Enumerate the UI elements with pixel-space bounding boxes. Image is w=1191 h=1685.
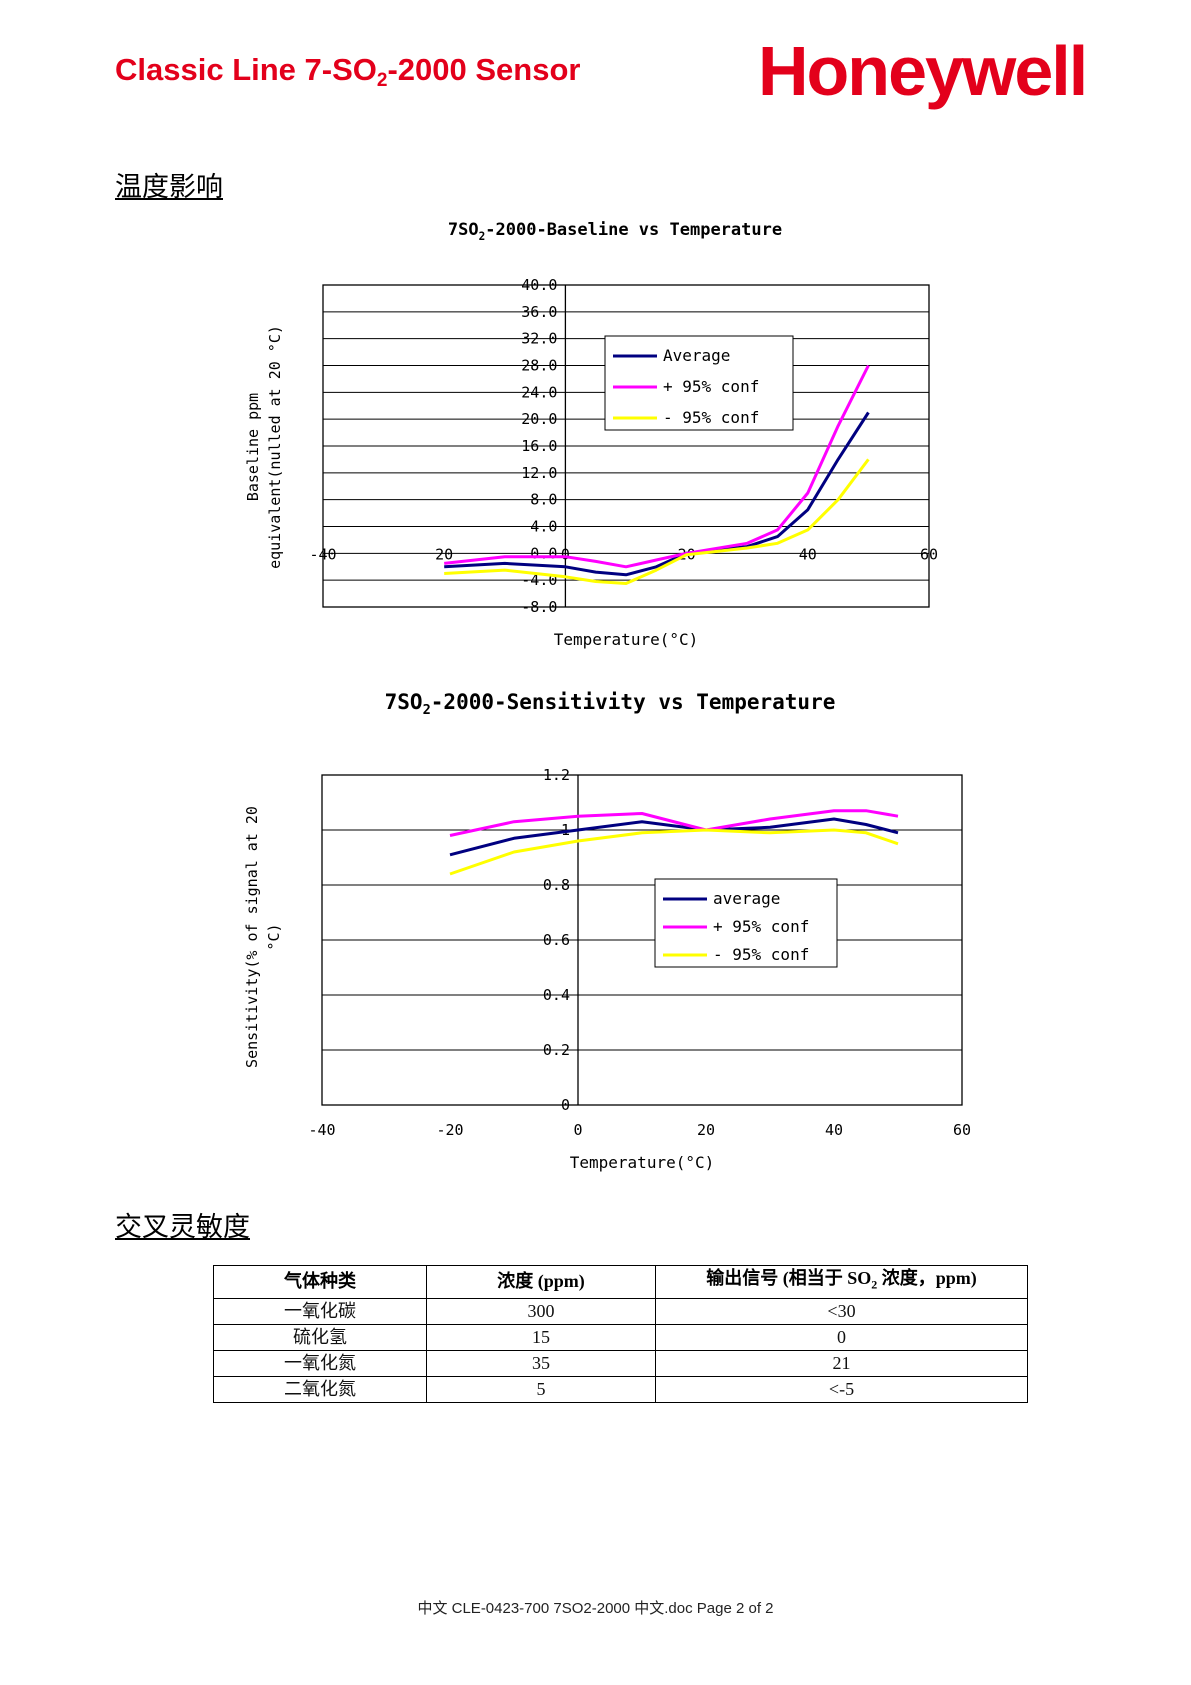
cell-gas: 一氧化氮 [213,1349,427,1377]
y-tick-label: 1 [561,821,570,839]
header-output-signal: 输出信号 (相当于 SO2 浓度，ppm) [655,1265,1028,1299]
y-tick-label: 0.8 [543,876,570,894]
series-line [444,458,870,585]
legend-label: average [713,889,780,908]
x-tick-label: 40 [825,1121,843,1139]
y-tick-label: 0.0 [530,544,557,562]
legend-label: + 95% conf [663,377,759,396]
y-tick-label: 12.0 [521,464,557,482]
page-footer: 中文 CLE-0423-700 7SO2-2000 中文.doc Page 2 … [417,1600,774,1617]
table-row: 硫化氢 15 0 [213,1323,1028,1351]
legend-label: Average [663,346,730,365]
y-tick-label: 28.0 [521,357,557,375]
title-suffix: -2000 Sensor [387,52,581,87]
series-line [444,364,870,569]
cell-output: <30 [655,1297,1028,1325]
y-axis-label: equivalent(nulled at 20 °C) [266,325,284,569]
x-tick-label: -40 [309,545,336,563]
header-output-signal-subscript: 2 [871,1277,878,1292]
x-tick-label: 40 [799,545,817,563]
cell-output: 21 [655,1349,1028,1377]
sensitivity-chart: 7SO2-2000-Sensitivity vs Temperature 1.2 1… [243,690,971,1172]
cell-concentration: 35 [426,1349,656,1377]
y-tick-label: 36.0 [521,303,557,321]
title-subscript: 2 [376,70,388,91]
title-prefix: Classic Line 7-SO [115,52,377,87]
chart-title: 7SO2-2000-Baseline vs Temperature [448,220,782,243]
section-heading-cross-sensitivity: 交叉灵敏度 [115,1212,250,1243]
table-row: 一氧化氮 35 21 [213,1349,1028,1377]
x-tick-label: 60 [953,1121,971,1139]
y-tick-label: 24.0 [521,383,557,401]
cell-concentration: 5 [426,1375,656,1403]
x-tick-label: 0 [561,545,570,563]
x-axis-label: Temperature(°C) [570,1153,715,1172]
legend-label: - 95% conf [713,945,809,964]
y-tick-label: 0.2 [543,1041,570,1059]
y-tick-label: 32.0 [521,330,557,348]
y-tick-label: -8.0 [521,598,557,616]
x-tick-label: 60 [920,545,938,563]
baseline-chart-panel: 7SO2-2000-Baseline vs Temperature 40.0 36.… [215,205,975,665]
cross-sensitivity-table: 气体种类 浓度 (ppm) 输出信号 (相当于 SO2 浓度，ppm) 一氧化碳… [213,1265,1028,1403]
table-row: 一氧化碳 300 <30 [213,1297,1028,1325]
header-output-signal-prefix: 输出信号 (相当于 SO [706,1268,872,1288]
header-concentration: 浓度 (ppm) [426,1265,656,1299]
chart-title-subscript: 2 [479,230,486,243]
sensitivity-chart-panel: 7SO2-2000-Sensitivity vs Temperature 1.2 1… [225,675,985,1180]
x-tick-label: 0 [573,1121,582,1139]
y-tick-label: 8.0 [530,491,557,509]
chart-title-subscript: 2 [423,702,431,718]
x-axis-label: Temperature(°C) [554,630,699,649]
cell-gas: 硫化氢 [213,1323,427,1351]
header-output-signal-suffix: 浓度，ppm) [877,1268,977,1288]
document-title: Classic Line 7-SO2-2000 Sensor [115,52,580,92]
header-gas-type: 气体种类 [213,1265,427,1299]
y-tick-label: 0 [561,1096,570,1114]
y-tick-label: 0.6 [543,931,570,949]
chart-title-part: -2000-Baseline vs Temperature [485,220,782,240]
table-row: 二氧化氮 5 <-5 [213,1375,1028,1403]
x-tick-label: -40 [308,1121,335,1139]
cell-output: 0 [655,1323,1028,1351]
cell-concentration: 15 [426,1323,656,1351]
legend-box [604,335,794,431]
honeywell-logo: Honeywell [758,32,1088,110]
series-line [449,828,899,876]
chart-title-part: 7SO [448,220,479,240]
x-tick-label: 20 [435,545,453,563]
cell-output: <-5 [655,1375,1028,1403]
y-tick-label: 16.0 [521,437,557,455]
chart-title: 7SO2-2000-Sensitivity vs Temperature [385,690,836,718]
y-axis-label: Baseline ppm [244,393,262,501]
legend-label: + 95% conf [713,917,809,936]
y-tick-label: 1.2 [543,766,570,784]
series-line [444,411,870,577]
chart-title-part: -2000-Sensitivity vs Temperature [431,690,836,714]
cell-concentration: 300 [426,1297,656,1325]
y-tick-label: 40.0 [521,276,557,294]
y-axis-label: Sensitivity(% of signal at 20 [243,806,261,1068]
legend-box [654,878,838,968]
chart-title-part: 7SO [385,690,423,714]
y-tick-label: 4.0 [530,518,557,536]
cell-gas: 一氧化碳 [213,1297,427,1325]
y-tick-label: 20.0 [521,410,557,428]
y-axis-label: °C) [265,923,283,950]
section-heading-temperature: 温度影响 [115,172,223,203]
x-tick-label: -20 [436,1121,463,1139]
cell-gas: 二氧化氮 [213,1375,427,1403]
y-tick-label: 0.4 [543,986,570,1004]
legend-label: - 95% conf [663,408,759,427]
baseline-chart: 7SO2-2000-Baseline vs Temperature 40.0 36.… [244,220,938,649]
table-header-row: 气体种类 浓度 (ppm) 输出信号 (相当于 SO2 浓度，ppm) [213,1265,1028,1299]
x-tick-label: 20 [697,1121,715,1139]
